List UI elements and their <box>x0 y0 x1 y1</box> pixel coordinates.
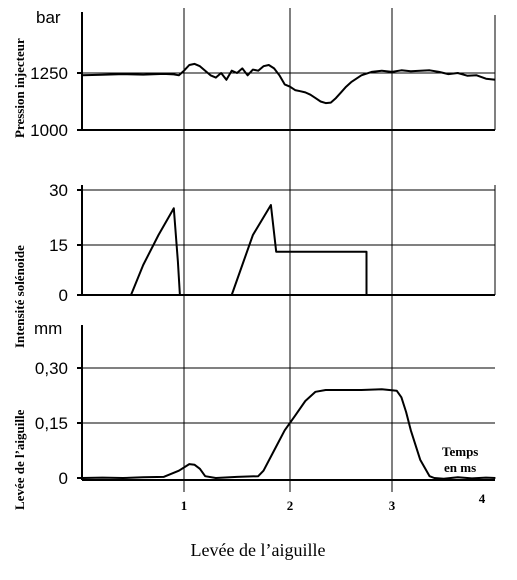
current-tick-15: 15 <box>49 236 68 255</box>
current-axis-title: Intensité solénoide <box>12 245 27 348</box>
curve-1-1 <box>230 204 368 296</box>
lift-tick-030: 0,30 <box>35 359 68 378</box>
panel-current: 0 15 30 Intensité solénoide <box>12 181 495 348</box>
figure-caption: Levée de l’aiguille <box>191 540 326 560</box>
current-curves <box>130 204 368 296</box>
lift-unit: mm <box>34 319 62 338</box>
curve-2-0 <box>81 388 496 480</box>
x-tick-2: 2 <box>287 498 294 513</box>
pressure-axis-title: Pression injecteur <box>12 38 27 138</box>
lift-axis-title: Levée de l’aiguille <box>12 409 27 510</box>
panel-pressure: bar 1000 1250 Pression injecteur <box>12 8 496 140</box>
curve-1-0 <box>130 207 181 296</box>
x-tick-3: 3 <box>389 498 396 513</box>
time-label-line1: Temps <box>442 444 478 459</box>
lift-tick-015: 0,15 <box>35 414 68 433</box>
x-tick-4: 4 <box>479 491 486 506</box>
pressure-curves <box>81 62 496 105</box>
current-tick-0: 0 <box>59 286 68 305</box>
lift-curves <box>81 388 496 480</box>
curve-0-0 <box>81 62 496 105</box>
lift-tick-0: 0 <box>59 469 68 488</box>
pressure-tick-1250: 1250 <box>30 64 68 83</box>
pressure-unit: bar <box>36 8 61 27</box>
time-label-line2: en ms <box>444 460 476 475</box>
current-tick-30: 30 <box>49 181 68 200</box>
pressure-tick-1000: 1000 <box>30 121 68 140</box>
time-gridlines <box>183 8 496 492</box>
x-tick-1: 1 <box>181 498 188 513</box>
panel-lift: mm 0 0,15 0,30 Levée de l’aiguille <box>12 319 496 510</box>
